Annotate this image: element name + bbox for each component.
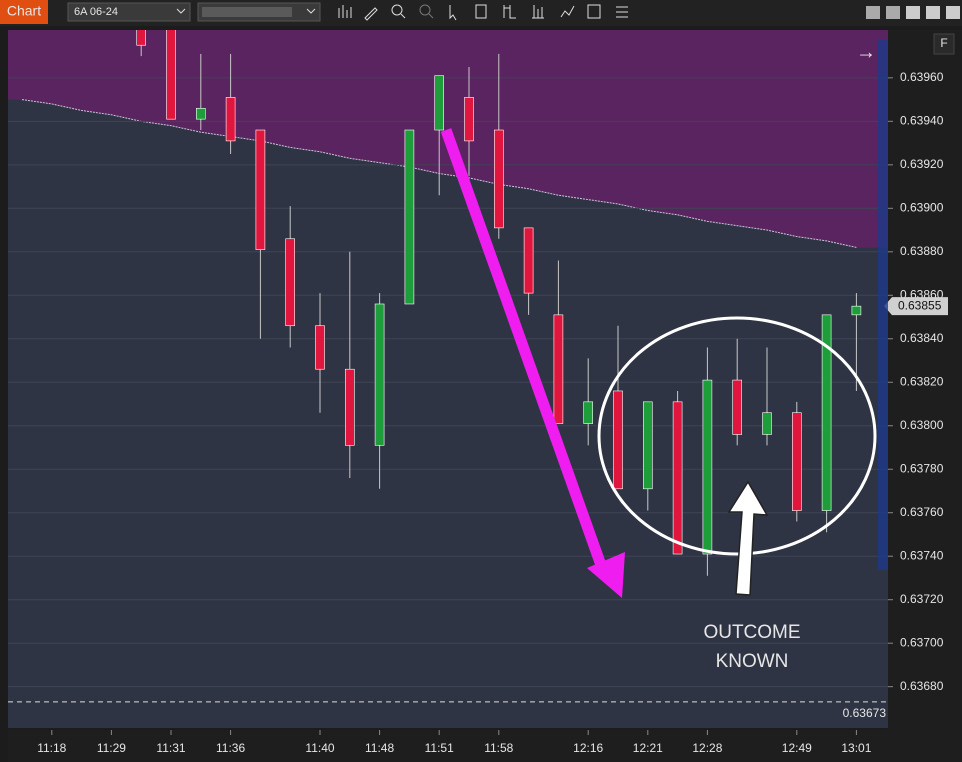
x-tick-label: 12:28	[692, 741, 722, 755]
dropdown-arrow	[306, 8, 316, 14]
y-tick-label: 0.63840	[900, 331, 944, 345]
highlight-ellipse	[597, 316, 877, 556]
candle-body	[553, 314, 564, 424]
x-tick-label: 11:58	[484, 741, 513, 755]
x-tick-label: 11:48	[365, 741, 394, 755]
dropdown-arrow	[176, 8, 186, 14]
y-tick-label: 0.63900	[900, 200, 944, 214]
candle-body	[702, 379, 713, 555]
candle-body	[136, 30, 146, 46]
candle-body	[255, 129, 266, 250]
candle-body	[821, 314, 832, 511]
candle-body	[851, 305, 862, 316]
x-tick-label: 11:31	[156, 741, 185, 755]
y-tick-label: 0.63760	[900, 505, 944, 519]
x-tick-label: 12:49	[782, 741, 812, 755]
annotation-line: OUTCOME	[703, 622, 800, 643]
candle-body	[315, 325, 325, 370]
magenta-arrow	[440, 128, 608, 570]
candle-body	[434, 75, 445, 131]
chart-tab[interactable]	[0, 0, 48, 24]
candle-body	[762, 412, 772, 435]
y-tick-label: 0.63780	[900, 461, 944, 475]
annotation-line: KNOWN	[716, 651, 789, 672]
y-tick-label: 0.63800	[900, 418, 944, 432]
candle-body	[732, 379, 743, 435]
instrument-select[interactable]	[67, 2, 191, 22]
x-axis-area	[8, 730, 962, 762]
magenta-arrowhead	[587, 552, 625, 598]
y-tick-label: 0.63920	[900, 157, 944, 171]
candle-body	[285, 238, 296, 327]
candle-body	[493, 129, 504, 229]
y-tick-label: 0.63880	[900, 244, 944, 258]
y-tick-label: 0.63940	[900, 113, 944, 127]
last-price-tag	[884, 297, 948, 316]
window-buttons[interactable]	[866, 6, 960, 19]
x-tick-label: 11:40	[305, 741, 334, 755]
volume-profile	[878, 40, 888, 570]
candle-body	[225, 97, 236, 142]
candle-body	[642, 401, 653, 490]
y-tick-label: 0.63680	[900, 679, 944, 693]
x-tick-label: 13:01	[841, 741, 871, 755]
corner-label: F	[940, 36, 947, 50]
x-tick-label: 11:29	[97, 741, 126, 755]
y-tick-label: 0.63960	[900, 70, 944, 84]
scroll-arrow[interactable]: →	[856, 41, 876, 63]
candle-body	[464, 97, 474, 142]
axes-layer: 0.63680 0.63700 0.63720 0.63740 0.63760 0.637…	[37, 70, 948, 755]
candle-body	[196, 107, 206, 120]
candle-body	[613, 390, 623, 490]
x-tick-label: 11:18	[37, 741, 66, 755]
x-tick-label: 12:16	[573, 741, 603, 755]
tab-label: Chart	[7, 3, 41, 19]
x-tick-label: 11:51	[425, 741, 454, 755]
y-tick-label: 0.63820	[900, 374, 944, 388]
candle-body	[583, 401, 594, 424]
x-tick-label: 12:21	[633, 741, 663, 755]
candle-body	[672, 401, 683, 555]
y-tick-label: 0.63700	[900, 635, 944, 649]
blurred-text	[202, 7, 292, 17]
toolbar-icons[interactable]	[338, 4, 628, 21]
reference-label: 0.63673	[843, 706, 887, 720]
candle-body	[791, 412, 802, 511]
candle-body	[374, 303, 385, 446]
candle-body	[523, 227, 534, 294]
y-tick-label: 0.63720	[900, 592, 944, 606]
instrument-label: 6A 06-24	[74, 6, 118, 18]
white-arrow	[727, 480, 769, 596]
y-axis-area	[888, 30, 962, 730]
x-tick-label: 11:36	[216, 741, 245, 755]
y-tick-label: 0.63740	[900, 548, 944, 562]
corner-button[interactable]	[933, 33, 955, 55]
candle-body	[166, 30, 176, 120]
last-price-label: 0.63855	[898, 298, 942, 312]
candle-body	[404, 129, 415, 305]
candle-body	[344, 368, 355, 446]
